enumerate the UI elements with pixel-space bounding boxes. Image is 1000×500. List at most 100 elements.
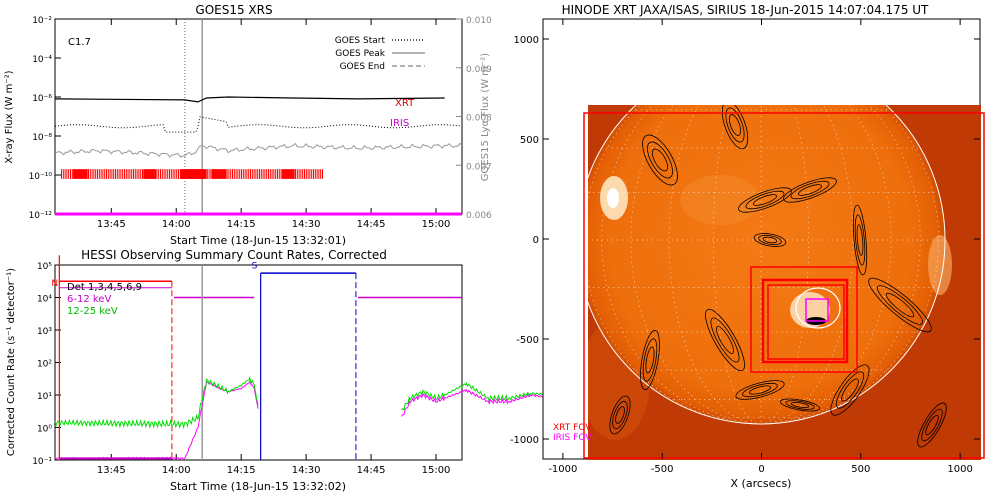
goes-xtick-label: 14:00: [162, 219, 191, 230]
night-flag: N: [51, 279, 58, 289]
hessi-ytick-label: 10⁵: [37, 262, 52, 272]
xrt-xtick-label: -500: [651, 464, 674, 475]
iris-fov-box: [805, 298, 829, 322]
hessi-panel: HESSI Observing Summary Count Rates, Cor…: [6, 248, 575, 493]
hessi-ylabel: Corrected Count Rate (s⁻¹ detector⁻¹): [6, 268, 17, 456]
hessi-ytick-label: 10²: [37, 360, 52, 370]
rhessi-contour: [762, 236, 778, 244]
goes-legend-label: GOES Peak: [335, 49, 385, 59]
hessi-title: HESSI Observing Summary Count Rates, Cor…: [81, 248, 387, 262]
goes-legend-label: GOES Start: [335, 36, 386, 46]
rhessi-contour: [748, 385, 772, 395]
hessi-axis-ticks: 13:45 14:00 14:15 14:30 14:45 15:00 10⁵ 10⁴ 10³ 1…: [32, 262, 450, 476]
iris-label: IRIS: [390, 118, 409, 129]
xrt-series-line: [54, 96, 445, 103]
xrt-axis-ticks: -1000 -500 0 500 1000 1000 500 0 -500 -1000: [510, 19, 980, 475]
rhessi-contour: [725, 107, 745, 143]
rhessi-contour: [830, 364, 870, 416]
hessi-xtick-label: 14:30: [292, 465, 321, 476]
goes-xtick-label: 14:30: [292, 219, 321, 230]
hessi-ytick-label: 10⁰: [37, 425, 52, 435]
xrt-ytick-label: 0: [533, 235, 539, 246]
goes-xlabel: Start Time (18-Jun-15 13:32:01): [170, 234, 346, 247]
rhessi-contour: [609, 395, 631, 435]
hessi-xtick-label: 14:45: [357, 465, 386, 476]
xrt-ytick-label: 1000: [514, 35, 539, 46]
rhessi-contour: [745, 190, 785, 210]
lyman-alpha-line: [54, 142, 463, 158]
hessi-xtick-label: 14:15: [227, 465, 256, 476]
goes-title: GOES15 XRS: [195, 3, 272, 17]
rhessi-contour: [651, 148, 669, 172]
goes-ytick-right-label: 0.009: [466, 65, 492, 75]
rhessi-contour: [856, 224, 864, 256]
xrt-fov-outer-box: [583, 112, 985, 459]
rhessi-contour: [779, 398, 821, 412]
flare-contour-white: [795, 287, 841, 329]
xrt-xtick-label: 1000: [947, 464, 972, 475]
rhessi-contour: [705, 308, 745, 372]
goes-ylabel-right: GOES15 Lyα Flux (W m⁻²): [480, 53, 491, 181]
xrt-title: HINODE XRT JAXA/ISAS, SIRIUS 18-Jun-2015…: [562, 3, 929, 17]
rhessi-contour: [645, 346, 655, 374]
solar-limb: [588, 105, 946, 425]
active-region-core: [607, 188, 619, 208]
rhessi-contour: [925, 414, 939, 436]
solar-disk: [588, 105, 945, 424]
rhessi-contour: [868, 277, 932, 333]
rhessi-contour: [642, 134, 678, 186]
goes-xtick-label: 13:45: [97, 219, 126, 230]
hessi-xtick-label: 15:00: [422, 465, 451, 476]
goes-short-channel-line: [54, 116, 463, 133]
goes-ytick-label: 10⁻⁶: [32, 94, 52, 104]
xrt-xlabel: X (arcsecs): [731, 477, 792, 490]
goes-ytick-right-label: 0.010: [466, 16, 492, 26]
xrt-fov-box-inner2: [767, 284, 845, 360]
goes-ytick-label: 10⁻⁴: [32, 55, 52, 65]
rhessi-contour: [729, 114, 741, 136]
goes-legend-label: GOES End: [340, 62, 385, 72]
saa-flag: S: [252, 261, 258, 271]
goes-data-marks: [54, 19, 463, 216]
hessi-xtick-label: 14:00: [162, 465, 191, 476]
xrt-obs-block: [180, 169, 207, 179]
rhessi-contour: [841, 378, 859, 402]
rhessi-contours: [609, 105, 947, 448]
rhessi-contour: [647, 141, 673, 179]
rhessi-contour: [790, 401, 810, 409]
goes-axis-ticks: 13:45 14:00 14:15 14:30 14:45 15:00 10⁻² 10⁻⁴ 10…: [29, 16, 492, 230]
hessi-legend-label: 12-25 keV: [67, 306, 118, 317]
rhessi-contour: [640, 330, 660, 390]
goes-xtick-label: 14:15: [227, 219, 256, 230]
rhessi-contour: [742, 382, 778, 398]
rhessi-contour: [885, 292, 915, 318]
rhessi-contour: [854, 214, 866, 266]
rhessi-contour: [758, 234, 782, 246]
rhessi-contour: [785, 400, 815, 410]
rhessi-contour: [753, 233, 787, 247]
goes-ytick-label: 10⁻²: [32, 16, 52, 26]
xrt-ytick-label: -500: [516, 335, 539, 346]
rhessi-contour: [612, 400, 628, 430]
rhessi-contour: [615, 406, 625, 424]
rhessi-contour: [783, 177, 837, 203]
rhessi-contour: [710, 317, 740, 363]
heliographic-grid: [588, 105, 945, 425]
xrt-fov-label: XRT FOV: [553, 423, 592, 433]
xrt-fov-box: [750, 266, 858, 373]
rhessi-contour: [721, 105, 749, 150]
goes-plot-frame: [54, 18, 463, 215]
goes-ytick-label: 10⁻¹²: [29, 211, 53, 221]
hessi-12-25kev-line: [54, 375, 259, 430]
xrt-fov-box-inner: [761, 278, 849, 364]
rhessi-contour: [752, 194, 778, 206]
rhessi-contour: [790, 180, 830, 200]
xrt-image: [588, 105, 981, 460]
rhessi-contour: [642, 338, 658, 382]
rhessi-contour: [852, 204, 868, 276]
hessi-xlabel: Start Time (18-Jun-15 13:32:02): [170, 480, 346, 493]
hessi-ytick-label: 10⁴: [37, 295, 52, 305]
